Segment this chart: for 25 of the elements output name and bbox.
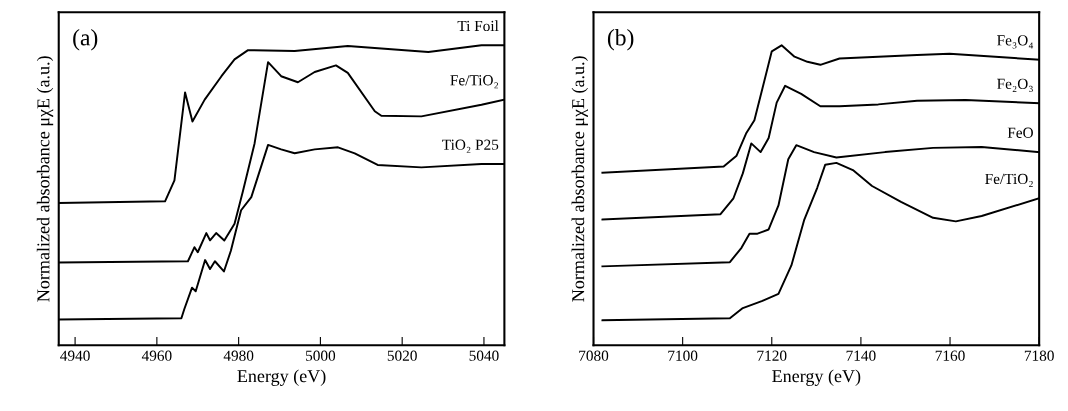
annotation: (b) — [607, 28, 634, 51]
series-label: FeO — [1007, 127, 1033, 138]
x-tick-label: 4940 — [60, 350, 90, 361]
x-tick-label: 7180 — [1024, 350, 1054, 361]
x-axis-title: Energy (eV) — [237, 369, 326, 386]
x-tick-label: 5000 — [306, 350, 336, 361]
x-tick-label: 4960 — [141, 350, 172, 361]
x-tick-label: 7120 — [757, 350, 787, 361]
series-label: TiO₂ P25 — [442, 139, 499, 153]
x-axis-title: Energy (eV) — [772, 369, 861, 386]
x-tick-label: 7100 — [668, 350, 698, 361]
y-axis-title: Normalized absorbance μχE (a.u.) — [36, 56, 54, 302]
series-label: Ti Foil — [457, 20, 499, 32]
series-label: Fe/TiO₂ — [450, 75, 498, 89]
y-axis-title: Normalized absorbance μχE (a.u.) — [571, 56, 588, 302]
x-tick-label: 5020 — [387, 350, 417, 361]
x-tick-label: 7080 — [579, 350, 609, 361]
x-tick-label: 5040 — [469, 350, 499, 361]
x-tick-label: 7140 — [846, 350, 876, 361]
series-label: Fe₃O₄ — [997, 35, 1034, 49]
series-label: Fe/TiO₂ — [985, 173, 1033, 188]
annotation: (a) — [73, 28, 98, 51]
x-tick-label: 7160 — [935, 350, 965, 361]
series-label: Fe₂O₃ — [997, 78, 1033, 92]
x-tick-label: 4980 — [223, 350, 254, 361]
